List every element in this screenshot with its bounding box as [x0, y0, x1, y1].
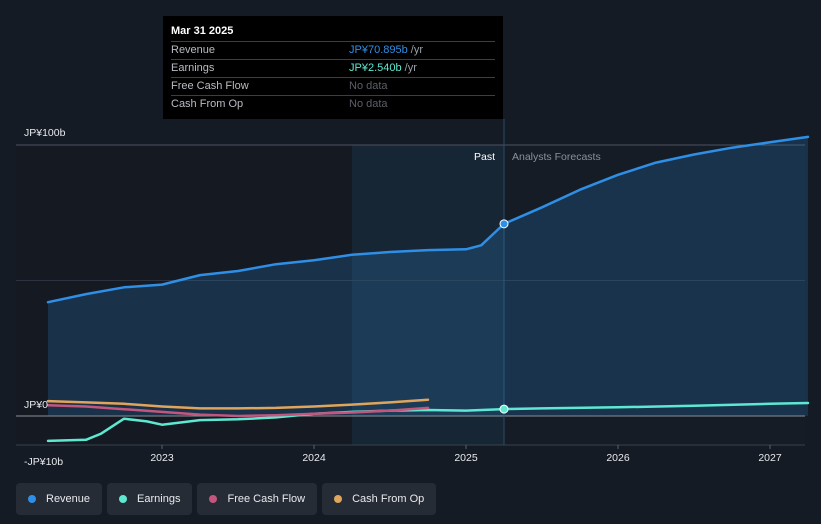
legend-dot-icon: [28, 495, 36, 503]
x-tick-label: 2025: [454, 452, 478, 464]
axis-labels: JP¥100b JP¥0 -JP¥10b 2023 2024 2025 2026 2027 Pa…: [24, 127, 782, 468]
x-tick-label: 2023: [150, 452, 174, 464]
legend-item-free-cash-flow[interactable]: Free Cash Flow: [197, 483, 318, 515]
series-area-revenue: [48, 136, 808, 416]
legend-item-cash-from-op[interactable]: Cash From Op: [322, 483, 437, 515]
tooltip-unit: /yr: [407, 44, 423, 56]
tooltip-value: No data: [349, 80, 388, 92]
legend-label: Revenue: [46, 493, 91, 505]
chart-background: [16, 145, 805, 445]
y-tick-label: JP¥100b: [24, 127, 66, 139]
tooltip-value: JP¥70.895b: [349, 44, 408, 56]
x-tick-label: 2024: [302, 452, 326, 464]
tooltip-value: No data: [349, 98, 388, 110]
legend-dot-icon: [334, 495, 343, 503]
tooltip-label: Free Cash Flow: [171, 80, 249, 92]
series-line-revenue: [46, 135, 810, 304]
highlight-point-earnings: [499, 404, 509, 414]
tooltip-label: Cash From Op: [171, 98, 244, 110]
pre-past-region: [16, 145, 352, 445]
tooltip-row-cfo: Cash From Op No data: [171, 95, 495, 113]
forecast-label: Analysts Forecasts: [512, 151, 601, 163]
legend-dot-icon: [119, 495, 128, 503]
tooltip-row-fcf: Free Cash Flow No data: [171, 77, 495, 95]
legend-label: Free Cash Flow: [227, 493, 306, 505]
legend-item-revenue[interactable]: Revenue: [16, 483, 103, 515]
legend-label: Cash From Op: [352, 493, 425, 505]
markers: [499, 219, 509, 414]
tooltip-date: Mar 31 2025: [171, 25, 234, 37]
gridlines: [16, 119, 805, 446]
tooltip-label: Revenue: [171, 44, 216, 56]
tooltip: Mar 31 2025 Revenue JP¥70.895b /yr Earni…: [163, 16, 503, 119]
tooltip-label: Earnings: [171, 62, 215, 74]
x-tick-label: 2026: [606, 452, 630, 464]
tooltip-row-earnings: Earnings JP¥2.540b /yr: [171, 59, 495, 77]
past-label: Past: [474, 151, 495, 163]
tooltip-value: JP¥2.540b: [349, 62, 402, 74]
legend-label: Earnings: [137, 493, 181, 505]
series-lines: [46, 135, 810, 443]
tooltip-row-revenue: Revenue JP¥70.895b /yr: [171, 41, 495, 59]
y-tick-label: -JP¥10b: [24, 456, 63, 468]
legend: Revenue Earnings Free Cash Flow Cash Fro…: [16, 483, 437, 515]
y-tick-label: JP¥0: [24, 399, 48, 411]
legend-dot-icon: [209, 495, 218, 503]
series-line-cash-from-op: [46, 398, 430, 410]
highlight-point-revenue: [499, 219, 509, 229]
forecast-region: [504, 145, 805, 445]
legend-item-earnings[interactable]: Earnings: [107, 483, 193, 515]
x-tick-label: 2027: [758, 452, 782, 464]
past-region: [352, 145, 504, 445]
series-line-free-cash-flow: [46, 403, 430, 418]
tooltip-unit: /yr: [401, 62, 417, 74]
